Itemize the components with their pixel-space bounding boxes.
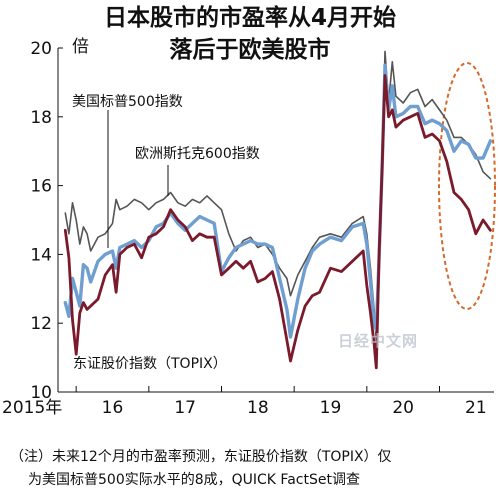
watermark: 日经中文网 — [338, 332, 418, 350]
x-tick-label: 19 — [320, 398, 342, 418]
y-axis: 10 12 14 16 18 20 — [30, 39, 63, 403]
series-label-stoxx600: 欧洲斯托克600指数 — [135, 146, 260, 162]
series-label-topix: 东证股价指数（TOPIX） — [73, 356, 227, 372]
x-tick-label: 18 — [247, 398, 269, 418]
series-label-sp500: 美国标普500指数 — [72, 94, 183, 110]
series-lines — [63, 50, 493, 370]
y-tick-label: 10 — [30, 383, 52, 403]
y-axis-unit: 倍 — [72, 37, 89, 57]
y-tick-label: 18 — [30, 108, 52, 128]
y-tick-label: 12 — [30, 314, 52, 334]
footnote-line1: （注）未来12个月的市盈率预测，东证股价指数（TOPIX）仅 — [10, 448, 392, 465]
chart-title-line1: 日本股市的市盈率从4月开始 — [104, 4, 396, 31]
series-line-topix — [63, 74, 492, 370]
x-tick-label: 21 — [465, 398, 487, 418]
y-tick-label: 14 — [30, 245, 52, 265]
y-tick-label: 20 — [30, 39, 52, 59]
highlight-ellipse — [438, 62, 496, 310]
y-tick-label: 16 — [30, 177, 52, 197]
x-tick-label: 2015年 — [2, 398, 62, 418]
chart-title-line2: 落后于欧美股市 — [170, 36, 331, 63]
series-line-sp500 — [63, 63, 493, 339]
x-tick-label: 20 — [392, 398, 414, 418]
x-tick-label: 16 — [102, 398, 124, 418]
footnote-line2: 为美国标普500实际水平的8成，QUICK FactSet调查 — [28, 472, 360, 488]
x-tick-label: 17 — [174, 398, 196, 418]
x-axis: 2015年 16 17 18 19 20 21 — [2, 386, 494, 418]
